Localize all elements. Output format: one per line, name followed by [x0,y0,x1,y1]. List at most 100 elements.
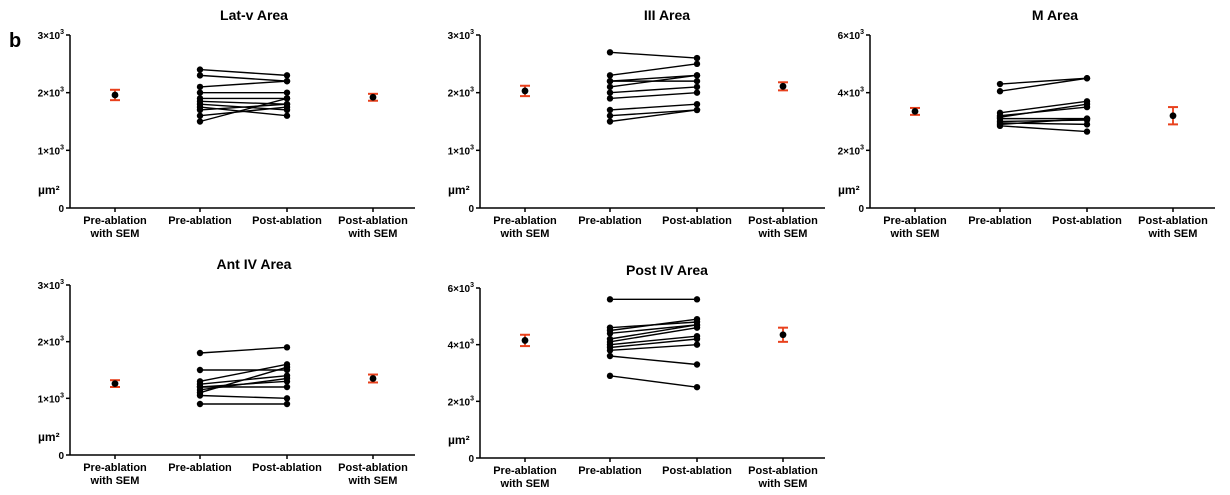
pair-line [609,343,698,352]
x-tick-label: Post-ablation [252,462,322,474]
pair-line [999,119,1088,123]
chart-title: M Area [1032,7,1078,23]
pre-ablation-point [606,112,614,119]
pair-line [199,97,288,123]
post-ablation-point [283,89,291,96]
pre-ablation-point [996,88,1004,95]
pair-line [199,103,288,111]
x-tick-label: Pre-ablation [168,215,232,227]
y-tick-label: 1×103 [38,144,65,157]
pre-sem-mean-point [111,91,119,99]
pair-line [199,100,288,105]
chart-title: Lat-v Area [220,7,288,23]
post-sem-mean-point [779,82,787,90]
x-tick-label: Pre-ablation [578,215,642,227]
y-tick-label: 0 [58,451,64,462]
post-ablation-point [283,395,291,402]
post-ablation-point [693,341,701,348]
pair-line [609,74,698,88]
pre-sem-mean-point [911,108,919,115]
pre-ablation-point [606,95,614,102]
pre-ablation-point [996,122,1004,130]
post-ablation-point [283,103,291,111]
y-tick-label: 2×103 [448,87,475,100]
x-tick-label: Post-ablation [662,215,732,227]
pair-line [609,91,698,100]
y-tick-label: 4×103 [448,339,475,352]
x-tick-label: Post-ablation [338,462,408,474]
post-ablation-point [693,106,701,114]
post-sem-mean-point [1169,112,1177,120]
pre-ablation-point [196,118,204,125]
chart-panel: M Area02×1034×1036×103µm²Pre-ablationwit… [838,7,1215,240]
post-ablation-point [283,72,291,79]
x-tick-label: Post-ablation [1138,215,1208,227]
post-ablation-point [693,60,701,68]
pair-line [999,106,1088,117]
chart-panel: Ant IV Area 0 1×103 2×103 3×103 µm² Pre-ablati… [38,256,415,487]
chart-title: Post IV Area [626,262,708,278]
x-tick-label: with SEM [890,228,940,240]
x-tick-label: Pre-ablation [493,215,557,227]
pair-line [609,355,698,366]
post-ablation-point [283,77,291,85]
x-tick-label: with SEM [348,228,398,240]
chart-panel: Lat-v Area 0 1×103 2×103 3×103 µm² Pre-ablatio… [38,7,415,240]
post-sem-mean-point [779,331,787,339]
pre-ablation-point [606,352,614,360]
post-sem-mean-point [369,375,377,382]
chart-title: III Area [644,7,690,23]
post-ablation-point [693,324,701,331]
pre-ablation-point [606,330,614,337]
y-tick-label: 6×103 [838,29,865,42]
pair-line [609,51,698,59]
post-ablation-point [693,54,701,62]
x-tick-label: Post-ablation [1052,215,1122,227]
pre-ablation-point [606,106,614,114]
post-ablation-point [283,344,291,351]
pre-ablation-point [196,349,204,357]
pair-line [609,74,698,82]
post-ablation-point [1083,121,1091,128]
post-ablation-point [693,101,701,108]
y-tick-label: 2×103 [448,395,475,408]
pair-line [999,77,1088,92]
y-axis-label: µm² [838,183,860,197]
x-tick-label: Post-ablation [748,465,818,477]
pre-ablation-point [606,83,614,91]
y-tick-label: 1×103 [38,392,65,405]
post-ablation-point [693,361,701,368]
pair-line [199,346,288,354]
pair-line [199,80,288,88]
pre-ablation-point [196,72,204,79]
pair-line [609,324,698,340]
y-tick-label: 3×103 [448,29,475,42]
y-tick-label: 2×103 [838,144,865,157]
post-ablation-point [693,72,701,79]
pre-ablation-point [996,80,1004,88]
pre-ablation-point [196,392,204,399]
x-tick-label: with SEM [90,475,140,487]
pre-ablation-point [606,77,614,85]
x-tick-label: Pre-ablation [968,215,1032,227]
x-tick-label: Pre-ablation [578,465,642,477]
pre-ablation-point [606,49,614,56]
x-tick-label: Pre-ablation [83,215,147,227]
y-tick-label: 0 [468,454,474,465]
y-axis-label: µm² [38,430,60,444]
x-tick-label: Pre-ablation [883,215,947,227]
pair-line [199,106,288,117]
pre-ablation-point [196,400,204,408]
pre-ablation-point [196,106,204,114]
y-axis-label: µm² [448,433,470,447]
pre-sem-mean-point [521,87,529,95]
pair-line [199,394,288,400]
post-sem-mean-point [369,93,377,101]
pre-ablation-point [606,118,614,125]
pair-line [609,318,698,332]
post-ablation-point [693,383,701,391]
x-tick-label: Post-ablation [252,215,322,227]
post-ablation-point [283,400,291,408]
post-ablation-point [283,112,291,119]
